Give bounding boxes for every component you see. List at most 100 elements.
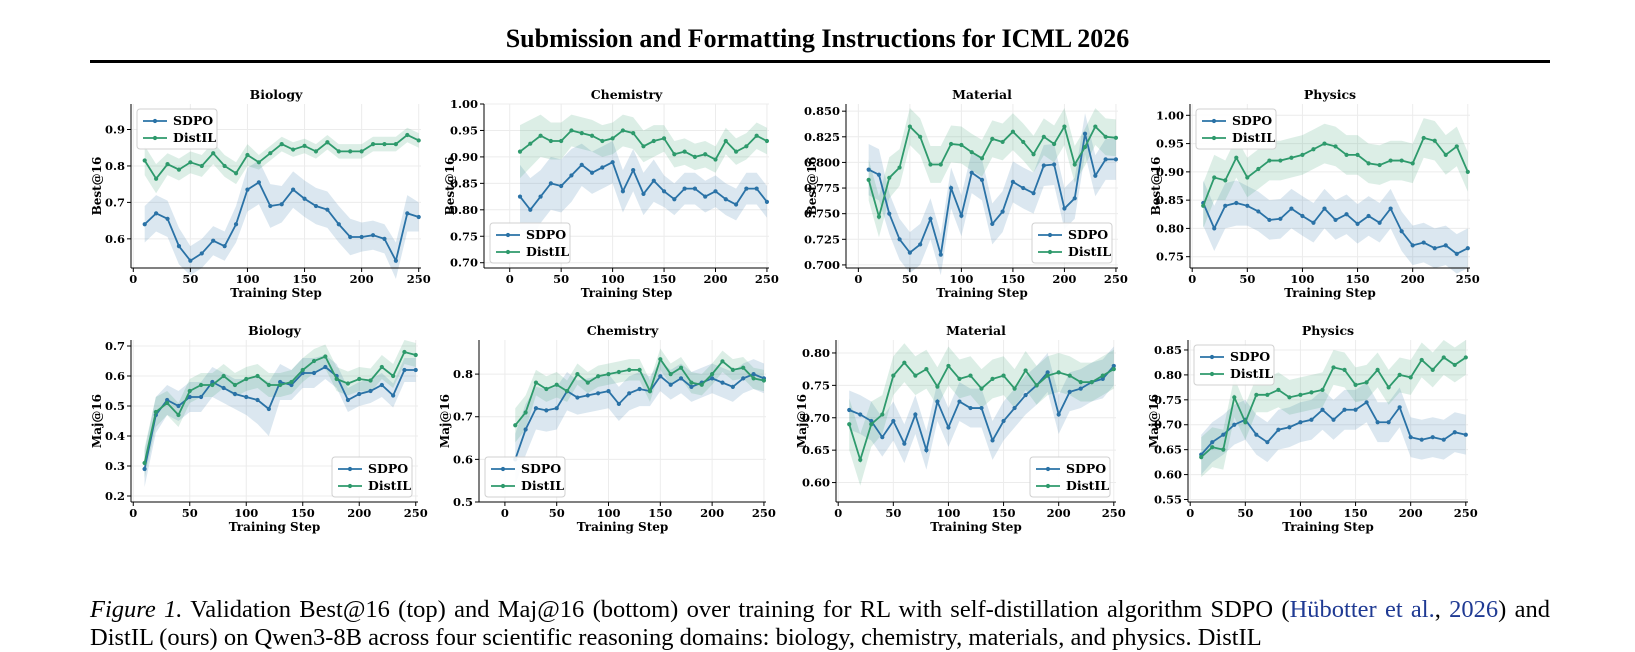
x-tick-label: 250 (1104, 272, 1128, 286)
sdpo-data-point (946, 425, 951, 430)
legend-box (489, 222, 571, 264)
y-tick-label: 0.6 (453, 452, 473, 466)
distil-data-point (1432, 138, 1437, 143)
x-tick-label: 50 (182, 506, 198, 520)
sdpo-data-point (538, 194, 543, 199)
distil-data-point (1001, 373, 1006, 378)
sdpo-data-point (1001, 418, 1006, 424)
x-tick-label: 150 (293, 272, 317, 286)
distil-data-point (391, 373, 396, 379)
legend: SDPO DistIL (489, 222, 571, 264)
legend-marker-sdpo (1211, 118, 1217, 124)
y-tick-label: 0.2 (105, 489, 125, 503)
sdpo-data-point (847, 407, 852, 413)
distil-data-point (1113, 135, 1119, 140)
distil-data-point (606, 372, 611, 377)
sdpo-confidence-band (868, 113, 1116, 276)
sdpo-data-point (325, 207, 330, 212)
distil-data-point (880, 412, 885, 417)
distil-data-point (1265, 392, 1270, 397)
distil-data-point (1078, 380, 1083, 385)
sdpo-data-point (658, 374, 663, 379)
legend: SDPO DistIL (1029, 456, 1111, 498)
distil-data-point (1111, 367, 1116, 372)
chart-title: Physics (1302, 323, 1354, 338)
legend-marker-distil (500, 483, 506, 489)
legend-box (331, 456, 413, 498)
x-tick-label: 200 (1401, 272, 1425, 286)
distil-data-point (1223, 178, 1228, 183)
distil-data-point (559, 138, 564, 144)
x-axis-label: Training Step (930, 520, 1022, 534)
sdpo-data-point (142, 222, 147, 227)
y-tick-label: 0.85 (450, 176, 478, 190)
sdpo-data-point (1093, 173, 1098, 178)
x-tick-label: 100 (597, 506, 621, 520)
distil-data-point (278, 382, 283, 388)
x-tick-label: 100 (936, 506, 960, 520)
distil-data-point (1463, 355, 1468, 360)
distil-data-point (548, 138, 553, 144)
chart-title: Chemistry (587, 323, 659, 338)
distil-data-point (279, 141, 284, 147)
x-axis-label: Training Step (577, 520, 669, 534)
distil-data-point (370, 141, 376, 147)
y-tick-label: 0.80 (802, 346, 830, 360)
distil-data-point (692, 154, 698, 160)
sdpo-data-point (1072, 196, 1077, 201)
legend-box (484, 456, 566, 498)
y-tick-label: 0.85 (1156, 193, 1184, 207)
x-tick-label: 250 (1454, 506, 1478, 520)
distil-confidence-band (144, 340, 416, 478)
chart-panel-1: 0 50 100 150 200 250 0.6 0.7 0.8 0.9 Biology Traini… (90, 87, 431, 300)
distil-data-point (1289, 155, 1294, 160)
sdpo-data-point (222, 244, 227, 249)
x-axis-label: Training Step (229, 520, 321, 534)
distil-data-point (1377, 162, 1382, 168)
chart-title: Chemistry (591, 87, 663, 102)
distil-data-point (1201, 203, 1206, 208)
sdpo-data-point (1234, 200, 1239, 206)
y-tick-label: 0.85 (1154, 343, 1182, 357)
sdpo-data-point (1377, 220, 1382, 225)
distil-data-point (969, 150, 974, 155)
sdpo-data-point (730, 384, 735, 389)
distil-data-point (948, 141, 954, 147)
x-tick-label: 50 (182, 272, 198, 286)
sdpo-data-point (1465, 246, 1470, 251)
legend-label-distil: DistIL (1066, 478, 1109, 493)
distil-data-point (528, 141, 533, 146)
distil-data-point (938, 162, 943, 167)
y-tick-label: 0.725 (804, 232, 840, 246)
y-tick-label: 0.95 (1156, 137, 1184, 151)
sdpo-data-point (391, 393, 396, 398)
distil-data-point (416, 138, 421, 143)
y-tick-label: 0.70 (802, 411, 830, 425)
sdpo-data-point (255, 397, 260, 403)
distil-data-point (658, 357, 663, 362)
distil-data-point (1010, 129, 1016, 134)
distil-data-point (268, 151, 273, 156)
chart-title: Biology (250, 87, 303, 102)
distil-data-point (858, 457, 863, 462)
sdpo-data-point (959, 213, 964, 218)
legend-box (1031, 222, 1113, 264)
distil-data-point (1364, 380, 1369, 385)
legend-box (1193, 344, 1275, 386)
caption-citation-year-link[interactable]: 2026 (1449, 596, 1499, 623)
distil-data-point (199, 163, 204, 169)
x-tick-label: 150 (652, 272, 676, 286)
distil-data-point (533, 380, 539, 385)
sdpo-data-point (682, 186, 687, 191)
distil-data-point (620, 128, 625, 133)
distil-confidence-band (515, 348, 764, 443)
sdpo-data-point (266, 406, 271, 412)
caption-citation-link[interactable]: Hübotter et al. (1289, 596, 1435, 623)
sdpo-data-point (413, 367, 418, 373)
y-tick-label: 0.3 (105, 459, 125, 473)
sdpo-data-point (620, 189, 625, 194)
x-tick-label: 200 (350, 272, 374, 286)
legend-label-distil: DistIL (521, 478, 564, 493)
chart-panel-4: 0 50 100 150 200 250 0.75 0.80 0.85 0.90 0.95 1.00 P… (1149, 87, 1480, 300)
distil-data-point (382, 141, 387, 147)
